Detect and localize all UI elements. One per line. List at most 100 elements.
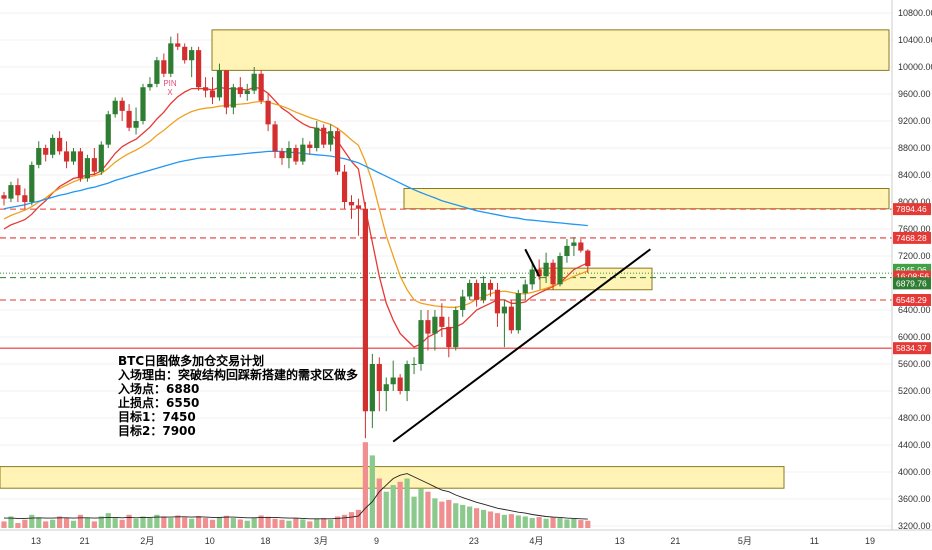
candle-body (147, 83, 153, 88)
y-tick-label: 10800.00 (898, 8, 932, 18)
volume-bar (383, 491, 389, 528)
candle-body (223, 70, 229, 108)
volume-bar (307, 521, 313, 528)
candle-body (77, 151, 84, 179)
y-tick-label: 3200.00 (898, 521, 931, 531)
candle-body (328, 131, 334, 145)
x-tick-label: 9 (374, 536, 379, 546)
trendline-1[interactable] (524, 248, 541, 277)
price-badge-text: 7468.28 (896, 233, 927, 243)
price-badge-text: 16:08:56 (896, 272, 929, 282)
volume-bar (1, 521, 7, 528)
candle-body (105, 114, 111, 145)
candle-body (453, 310, 459, 348)
y-tick-label: 4000.00 (898, 467, 931, 477)
candle-body (8, 185, 14, 199)
volume-bar (501, 514, 507, 528)
candle-body (189, 50, 195, 61)
candle-body (133, 121, 139, 128)
candle-body (460, 296, 466, 310)
candle-body (91, 158, 97, 172)
volume-bar (585, 520, 591, 528)
volume-bar (98, 516, 104, 528)
volume-bar (279, 519, 285, 528)
volume-bar (494, 513, 501, 528)
volume-bar (105, 513, 111, 528)
candle-body (335, 131, 341, 172)
volume-bar (578, 520, 584, 528)
candle-body (279, 151, 285, 159)
volume-bar (237, 519, 243, 528)
candle-body (355, 205, 362, 209)
volume-bar (63, 518, 70, 528)
volume-bar (432, 498, 438, 528)
candle-body (196, 50, 202, 88)
volume-bar (376, 478, 382, 528)
candle-body (272, 124, 278, 152)
candle-body (286, 148, 292, 159)
volume-bar (119, 519, 125, 528)
plan-line: 止损点：6550 (118, 395, 199, 410)
candle-body (216, 70, 223, 98)
candle-body (22, 195, 28, 202)
volume-bar (411, 496, 417, 528)
volume-bar (460, 504, 466, 528)
candle-body (321, 127, 327, 145)
candle-body (439, 316, 445, 327)
ema-red-line (3, 86, 589, 348)
volume-bar (22, 519, 28, 528)
candle-body (515, 293, 521, 331)
candle-body (258, 73, 264, 101)
volume-bar (230, 518, 236, 528)
candle-body (161, 60, 167, 74)
volume-bar (133, 518, 139, 528)
candle-body (348, 202, 355, 206)
x-tick-label: 2月 (140, 536, 154, 546)
y-tick-label: 8400.00 (898, 170, 931, 180)
candle-body (265, 100, 271, 125)
x-tick-label: 13 (615, 536, 625, 546)
price-badge-text: 6548.29 (896, 295, 927, 305)
candle-body (557, 256, 563, 285)
candle-body (578, 242, 584, 251)
candle-body (140, 87, 146, 121)
candle-body (508, 306, 514, 331)
candle-body (126, 110, 132, 128)
candle-body (341, 171, 348, 202)
candle-body (43, 148, 49, 155)
plan-line: 入场点：6880 (118, 381, 199, 396)
candle-body (501, 306, 507, 314)
x-tick-label: 11 (810, 536, 819, 546)
candle-body (487, 283, 494, 290)
x-tick-label: 3月 (314, 536, 328, 546)
trendline-0[interactable] (392, 248, 651, 443)
volume-bar (175, 515, 181, 528)
volume-bar (480, 509, 487, 528)
y-tick-label: 4800.00 (898, 413, 931, 423)
candle-body (154, 60, 160, 84)
candle-body (467, 283, 473, 297)
y-tick-label: 9600.00 (898, 89, 931, 99)
x-tick-label: 23 (469, 536, 479, 546)
volume-bar (543, 518, 549, 528)
candle-body (376, 364, 382, 391)
volume-ma-line (4, 473, 588, 520)
volume-bar (300, 519, 306, 528)
y-tick-label: 6000.00 (898, 332, 931, 342)
volume-bar (418, 488, 424, 528)
volume-bar (77, 514, 84, 528)
price-badge (893, 203, 931, 216)
candle-body (383, 384, 389, 391)
candle-body (564, 245, 570, 256)
candle-body (494, 289, 501, 314)
volume-bar (265, 516, 271, 528)
volume-bar (446, 499, 452, 528)
x-tick-label: 4月 (529, 536, 543, 546)
candle-body (571, 242, 577, 246)
volume-bar (84, 518, 90, 528)
candle-body (175, 43, 181, 47)
y-tick-label: 5600.00 (898, 359, 931, 369)
volume-bar (57, 516, 63, 528)
candle-body (112, 100, 118, 115)
